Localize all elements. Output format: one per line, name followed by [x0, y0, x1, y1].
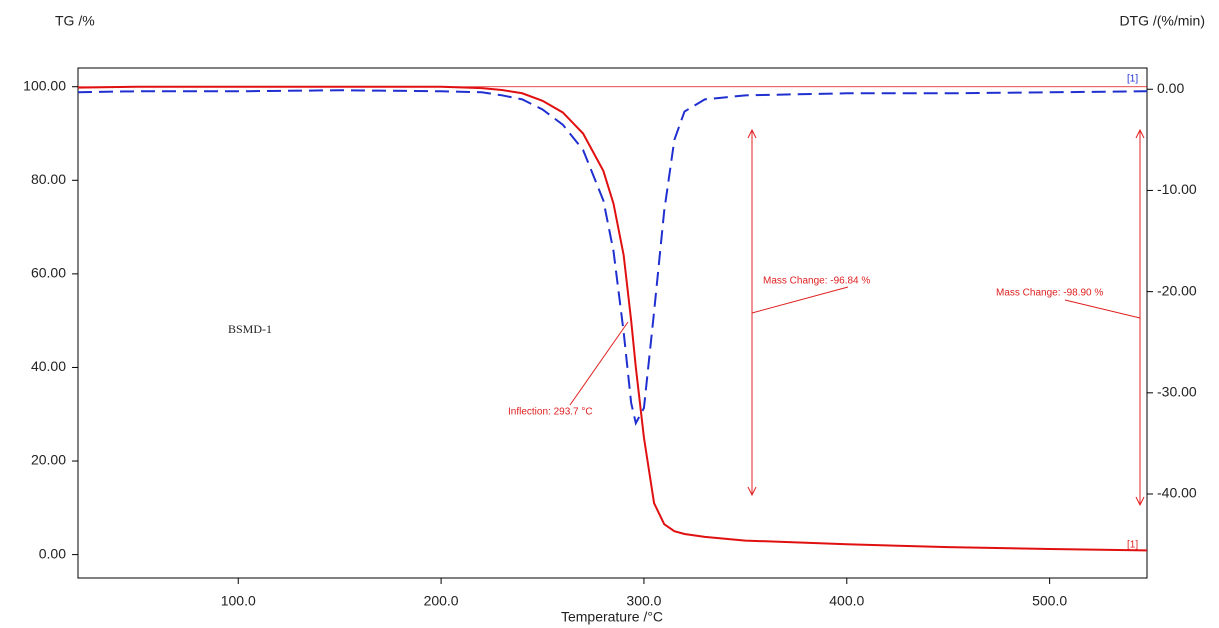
sample-label: BSMD-1: [228, 322, 272, 336]
y-tick-label: 80.00: [31, 171, 66, 187]
annotation: Mass Change: -98.90 %: [996, 288, 1103, 299]
x-tick-label: 400.0: [829, 593, 864, 609]
y2-tick-label: -30.00: [1157, 384, 1197, 400]
y2-axis-title: DTG /(%/min): [1119, 13, 1205, 29]
y-tick-label: 20.00: [31, 452, 66, 468]
plot-frame: [77, 67, 1148, 579]
x-tick-label: 500.0: [1032, 593, 1067, 609]
y-tick-label: 0.00: [39, 545, 66, 561]
annotation: Mass Change: -96.84 %: [763, 276, 870, 287]
y2-tick-label: 0.00: [1157, 80, 1184, 96]
series-line: [77, 85, 1148, 552]
y2-tick-label: -10.00: [1157, 181, 1197, 197]
y-tick-label: 60.00: [31, 265, 66, 281]
curve-tag: [1]: [1127, 74, 1138, 85]
y2-tick-label: -40.00: [1157, 485, 1197, 501]
y-tick-label: 100.00: [23, 77, 66, 93]
curve-tag: [1]: [1127, 540, 1138, 551]
y2-tick-label: -20.00: [1157, 282, 1197, 298]
x-tick-label: 200.0: [424, 593, 459, 609]
y-tick-label: 40.00: [31, 358, 66, 374]
x-tick-label: 300.0: [626, 593, 661, 609]
x-axis-title: Temperature /°C: [561, 609, 663, 625]
series-line: [77, 89, 1148, 427]
x-tick-label: 100.0: [221, 593, 256, 609]
y-axis-title: TG /%: [55, 13, 95, 29]
annotation-arrows: [569, 128, 1145, 507]
annotation: Inflection: 293.7 °C: [508, 407, 593, 418]
